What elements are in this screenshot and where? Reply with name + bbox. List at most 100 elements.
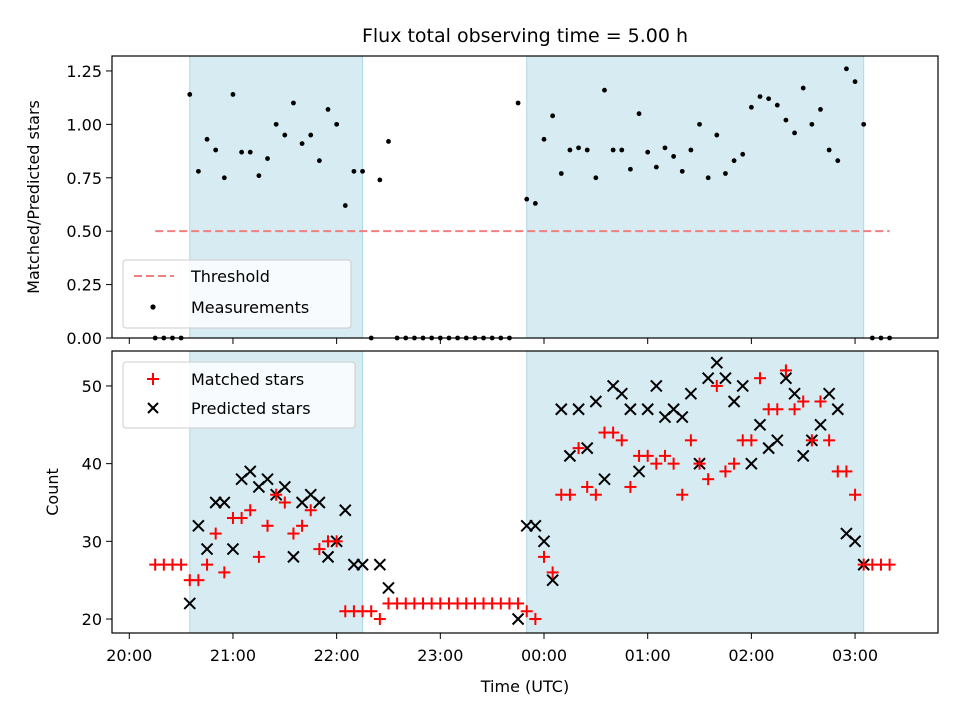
predicted-star-marker (321, 550, 335, 564)
matched-star-marker (676, 488, 689, 501)
measurement-point (299, 141, 305, 146)
bottom-legend: Matched stars Predicted stars (122, 361, 356, 429)
matched-stars-points (149, 364, 896, 626)
matched-star-marker (529, 613, 542, 626)
measurement-point (360, 168, 365, 174)
matched-star-marker (823, 434, 836, 447)
measurement-point (239, 149, 245, 155)
predicted-star-marker (624, 403, 637, 416)
y-tick-label: 1.00 (66, 115, 102, 134)
measurement-point (291, 100, 296, 106)
measurement-point (204, 136, 210, 142)
measurement-point (792, 130, 797, 136)
predicted-star-marker (183, 597, 196, 610)
predicted-star-marker (537, 535, 551, 548)
x-tick-label: 21:00 (210, 646, 256, 665)
matched-star-marker (702, 473, 715, 486)
matched-star-marker (546, 566, 559, 579)
predicted-star-marker (641, 403, 654, 416)
measurement-point (757, 94, 763, 99)
measurement-point (386, 139, 391, 144)
predicted-star-marker (287, 550, 300, 564)
measurement-point (628, 166, 633, 172)
top-x-ticks (128, 338, 856, 344)
predicted-star-marker (736, 379, 749, 393)
matched-star-marker (304, 504, 317, 517)
measurement-point (196, 168, 201, 174)
predicted-star-marker (546, 573, 559, 587)
top-legend-box (122, 259, 352, 329)
shaded-interval-2 (526, 350, 865, 634)
measurement-point (619, 147, 625, 153)
measurement-point (835, 158, 841, 164)
predicted-star-marker (771, 434, 784, 447)
legend-predicted-swatch (147, 402, 159, 414)
measurement-point (826, 147, 832, 153)
measurement-point (766, 96, 772, 102)
measurement-point (187, 92, 193, 97)
predicted-star-marker (382, 581, 395, 595)
matched-star-marker (788, 403, 801, 416)
measurement-point (593, 175, 599, 181)
y-tick-label: 1.25 (66, 62, 102, 81)
bottom-x-ticks: 20:00 21:00 22:00 23:00 00:00 01:00 02:00 03:00 (106, 633, 878, 665)
predicted-star-marker (727, 395, 741, 408)
measurement-point (774, 102, 780, 108)
measurement-point (558, 171, 564, 176)
matched-star-marker (244, 504, 257, 517)
matched-star-marker (658, 449, 671, 462)
predicted-star-marker (684, 387, 698, 400)
measurement-point (567, 147, 573, 153)
measurement-point (325, 107, 331, 112)
measurement-point (645, 149, 651, 155)
legend-predicted-label: Predicted stars (191, 399, 311, 418)
legend-measurements-label: Measurements (191, 298, 309, 317)
predicted-star-marker (278, 480, 292, 494)
measurement-point (679, 168, 685, 174)
predicted-star-marker (261, 472, 274, 486)
measurement-point (818, 107, 823, 112)
predicted-star-marker (701, 371, 715, 385)
matched-star-marker (684, 434, 697, 447)
legend-matched-swatch (147, 373, 159, 385)
bottom-y-axis-label: Count (43, 468, 62, 516)
measurement-point (541, 136, 547, 142)
predicted-star-marker (581, 441, 594, 455)
measurement-point (602, 87, 607, 93)
predicted-star-marker (339, 504, 352, 517)
measurement-point (740, 151, 746, 157)
matched-star-marker (771, 403, 784, 416)
measurement-point (723, 171, 728, 176)
matched-star-marker (296, 519, 309, 532)
bottom-y-ticks: 20 30 40 50 (82, 377, 112, 629)
matched-star-marker (287, 527, 300, 540)
matched-star-marker (218, 566, 231, 579)
top-chart-title: Flux total observing time = 5.00 h (362, 25, 688, 47)
matched-star-marker (754, 372, 767, 385)
top-y-axis-label: Matched/Predicted stars (24, 100, 43, 294)
matched-star-marker (849, 488, 862, 501)
x-tick-label: 03:00 (832, 646, 878, 665)
predicted-star-marker (226, 542, 240, 556)
matched-star-marker (615, 434, 628, 447)
predicted-star-marker (814, 418, 827, 432)
matched-star-marker (252, 550, 265, 563)
x-tick-label: 20:00 (106, 646, 152, 665)
measurement-point (342, 203, 348, 208)
matched-star-marker (667, 457, 680, 470)
matched-star-marker (779, 364, 792, 377)
y-tick-label: 50 (82, 377, 102, 396)
measurement-point (524, 196, 530, 202)
predicted-star-marker (563, 449, 577, 463)
matched-star-marker (589, 488, 602, 501)
matched-star-marker (512, 597, 525, 610)
predicted-star-marker (244, 465, 257, 478)
legend-measurements-swatch (150, 304, 156, 310)
matched-star-marker (563, 488, 576, 501)
matched-star-marker (719, 465, 732, 478)
measurement-point (316, 158, 322, 164)
predicted-star-marker (788, 387, 801, 400)
legend-matched-label: Matched stars (191, 370, 304, 389)
matched-star-marker (728, 457, 741, 470)
measurement-point (265, 156, 270, 161)
